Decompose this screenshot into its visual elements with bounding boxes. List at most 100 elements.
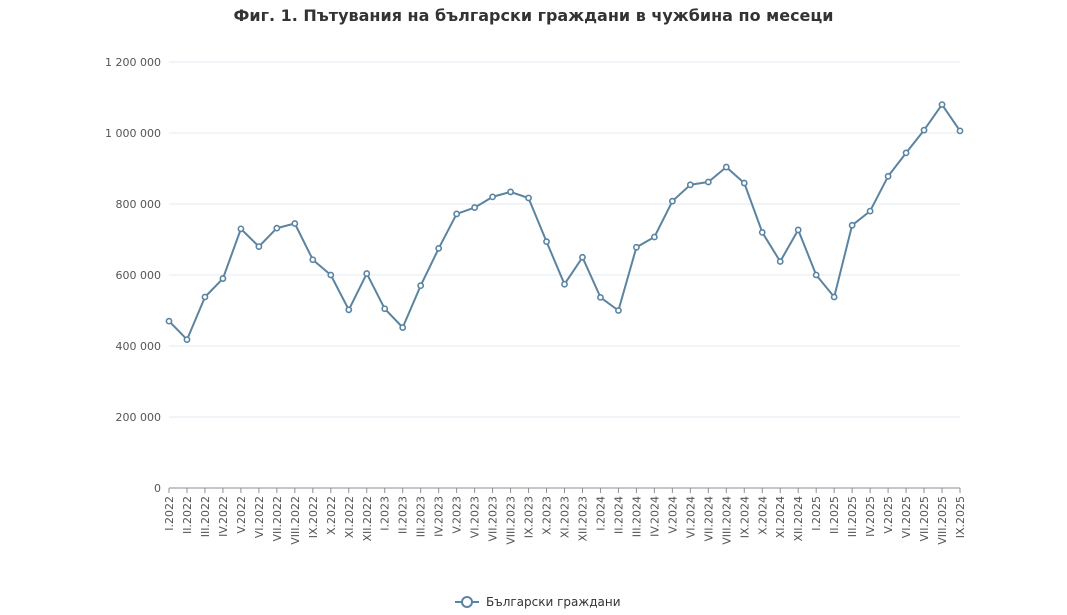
x-tick-label: VI.2022	[253, 496, 266, 538]
x-tick-label: V.2022	[235, 496, 248, 534]
x-tick-label: IX.2022	[307, 496, 320, 538]
data-point[interactable]	[561, 280, 568, 288]
x-tick-label: VIII.2025	[936, 496, 949, 545]
data-point[interactable]	[201, 293, 209, 301]
x-tick-label: VII.2024	[702, 496, 715, 542]
x-tick-label: XII.2022	[361, 496, 374, 542]
x-tick-label: IV.2024	[648, 496, 661, 537]
x-tick-label: VII.2023	[487, 496, 500, 542]
data-point[interactable]	[471, 204, 479, 211]
y-tick-label: 800 000	[116, 198, 162, 211]
data-point[interactable]	[579, 253, 586, 261]
x-tick-label: V.2025	[882, 496, 895, 534]
x-tick-label: II.2025	[828, 496, 841, 534]
x-tick-label: X.2024	[756, 496, 769, 535]
gridlines	[169, 61, 960, 418]
data-point[interactable]	[615, 307, 622, 314]
y-tick-label: 200 000	[116, 411, 162, 424]
x-tick-label: VIII.2022	[289, 496, 302, 545]
data-point[interactable]	[417, 282, 425, 290]
data-point[interactable]	[812, 271, 820, 279]
x-tick-label: III.2025	[846, 496, 859, 537]
data-point[interactable]	[650, 233, 658, 241]
x-tick-label: IX.2023	[523, 496, 536, 538]
data-point[interactable]	[525, 194, 532, 202]
data-point[interactable]	[507, 188, 514, 196]
data-point[interactable]	[938, 101, 946, 108]
x-tick-label: IV.2025	[864, 496, 877, 537]
data-point[interactable]	[453, 210, 461, 218]
x-tick-label: VI.2024	[684, 496, 697, 538]
x-tick-label: I.2023	[379, 496, 392, 531]
x-tick-label: I.2025	[810, 496, 823, 531]
x-tick-label: II.2022	[181, 496, 194, 534]
y-tick-label: 1 200 000	[105, 56, 161, 69]
x-tick-label: III.2023	[415, 496, 428, 537]
data-point[interactable]	[219, 275, 227, 282]
data-point[interactable]	[291, 220, 299, 227]
data-point[interactable]	[902, 149, 910, 157]
x-tick-label: IX.2024	[738, 496, 751, 538]
x-tick-label: XII.2024	[792, 496, 805, 542]
data-point[interactable]	[435, 244, 443, 252]
data-point[interactable]	[794, 226, 802, 234]
data-point[interactable]	[740, 179, 748, 187]
series-line	[168, 103, 961, 341]
x-tick-label: VIII.2024	[720, 496, 733, 545]
data-point[interactable]	[327, 271, 335, 279]
x-tick-label: VIII.2023	[505, 496, 518, 545]
data-point[interactable]	[884, 172, 892, 180]
x-tick-label: VI.2025	[900, 496, 913, 538]
x-tick-label: VII.2025	[918, 496, 931, 542]
legend[interactable]: Български граждани	[455, 595, 621, 609]
x-tick-label: XI.2024	[774, 496, 787, 538]
x-tick-label: V.2024	[666, 496, 679, 534]
data-point[interactable]	[866, 207, 874, 215]
series-bulgarian-citizens	[165, 101, 964, 344]
x-tick-label: VI.2023	[469, 496, 482, 538]
data-point[interactable]	[686, 181, 694, 189]
x-tick-label: IV.2023	[433, 496, 446, 537]
data-point[interactable]	[255, 243, 263, 250]
x-tick-label: II.2024	[612, 496, 625, 534]
x-tick-label: XII.2023	[576, 496, 589, 542]
x-tick-label: IV.2022	[217, 496, 230, 537]
y-axis-ticks: 0 200 000 400 000 600 000 800 000 1 000 000 1 …	[105, 56, 161, 495]
y-tick-label: 1 000 000	[105, 127, 161, 140]
legend-label: Български граждани	[486, 595, 621, 609]
data-point[interactable]	[704, 178, 712, 186]
data-point[interactable]	[920, 126, 928, 134]
data-point[interactable]	[489, 193, 496, 201]
x-tick-label: X.2022	[325, 496, 338, 535]
data-point[interactable]	[848, 221, 856, 229]
data-point[interactable]	[830, 293, 838, 301]
x-tick-label: XI.2022	[343, 496, 356, 538]
x-tick-label: X.2023	[541, 496, 554, 535]
data-point[interactable]	[633, 243, 640, 251]
data-point[interactable]	[309, 256, 317, 264]
data-point[interactable]	[543, 238, 550, 246]
data-point[interactable]	[237, 225, 245, 233]
data-point[interactable]	[363, 270, 371, 277]
data-point[interactable]	[758, 228, 766, 236]
data-point[interactable]	[956, 127, 964, 135]
x-tick-label: I.2022	[163, 496, 176, 531]
y-tick-label: 400 000	[116, 340, 162, 353]
data-point[interactable]	[597, 293, 604, 301]
legend-marker-icon	[461, 596, 473, 608]
chart-title: Фиг. 1. Пътувания на български граждани …	[233, 6, 834, 25]
x-tick-label: II.2023	[397, 496, 410, 534]
data-point[interactable]	[722, 163, 730, 171]
x-axis-ticks: I.2022 II.2022 III.2022 IV.2022 V.2022 VI.202…	[163, 488, 967, 545]
data-point[interactable]	[273, 224, 281, 232]
data-point[interactable]	[399, 324, 407, 331]
x-tick-label: XI.2023	[559, 496, 572, 538]
data-point[interactable]	[183, 336, 191, 344]
data-point[interactable]	[165, 317, 173, 325]
data-point[interactable]	[776, 258, 784, 265]
y-tick-label: 600 000	[116, 269, 162, 282]
data-point[interactable]	[381, 305, 389, 313]
data-point[interactable]	[345, 306, 353, 314]
data-point[interactable]	[668, 197, 676, 205]
